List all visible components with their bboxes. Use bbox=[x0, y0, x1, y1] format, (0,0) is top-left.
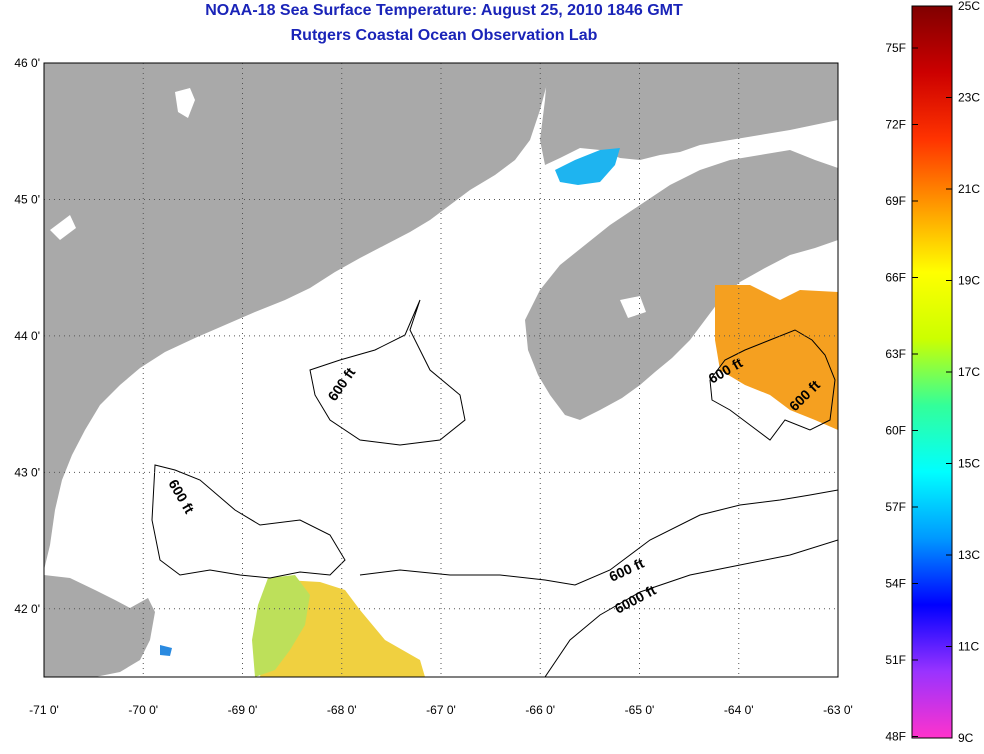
lat-tick-label: 43 0' bbox=[14, 465, 40, 479]
colorbar-c-label: 13C bbox=[958, 548, 980, 562]
contour-600ft-west bbox=[151, 464, 346, 579]
lon-tick-label: -66 0' bbox=[525, 703, 555, 717]
colorbar-c-label: 15C bbox=[958, 457, 980, 471]
map-title: NOAA-18 Sea Surface Temperature: August … bbox=[205, 2, 683, 19]
land-new-england bbox=[44, 63, 548, 570]
contour-600ft-south bbox=[359, 489, 838, 586]
colorbar-f-label: 48F bbox=[885, 730, 906, 744]
lon-tick-label: -71 0' bbox=[29, 703, 59, 717]
sst-patch-georges-bank-green bbox=[252, 575, 310, 677]
lon-tick-label: -65 0' bbox=[625, 703, 655, 717]
colorbar-f-label: 69F bbox=[885, 194, 906, 208]
colorbar-c-label: 17C bbox=[958, 365, 980, 379]
colorbar-ticks: 75F 72F 69F 66F 63F 60F 57F 54F 51F 48F 25C 23C 21C 1… bbox=[885, 0, 980, 745]
sst-patch-nova-scotia-east bbox=[715, 285, 838, 430]
lake bbox=[50, 215, 76, 240]
colorbar-f-label: 63F bbox=[885, 347, 906, 361]
colorbar bbox=[911, 5, 953, 739]
lake bbox=[620, 296, 646, 318]
map-subtitle: Rutgers Coastal Ocean Observation Lab bbox=[290, 27, 598, 44]
colorbar-c-label: 19C bbox=[958, 274, 980, 288]
map-frame bbox=[43, 62, 839, 678]
colorbar-c-label: 23C bbox=[958, 91, 980, 105]
sst-patch-bay-of-fundy bbox=[555, 148, 620, 185]
contour-6000ft bbox=[544, 539, 838, 677]
sst-patch-cape-blue bbox=[160, 645, 172, 656]
land-cape-cod bbox=[44, 575, 155, 677]
colorbar-f-label: 54F bbox=[885, 577, 906, 591]
lon-tick-label: -64 0' bbox=[724, 703, 754, 717]
contour-600ft-center bbox=[309, 299, 466, 446]
colorbar-f-label: 51F bbox=[885, 653, 906, 667]
lat-tick-label: 44 0' bbox=[14, 329, 40, 343]
contour-600ft-east bbox=[709, 329, 836, 441]
lon-tick-label: -63 0' bbox=[823, 703, 853, 717]
colorbar-c-label: 11C bbox=[958, 640, 979, 654]
lon-tick-label: -69 0' bbox=[228, 703, 258, 717]
colorbar-c-label: 21C bbox=[958, 182, 980, 196]
colorbar-f-label: 72F bbox=[885, 118, 906, 132]
colorbar-f-label: 75F bbox=[885, 41, 906, 55]
lat-tick-label: 42 0' bbox=[14, 602, 40, 616]
lat-tick-label: 45 0' bbox=[14, 192, 40, 206]
lon-tick-label: -68 0' bbox=[327, 703, 357, 717]
lat-tick-label: 46 0' bbox=[14, 56, 40, 70]
lon-tick-label: -70 0' bbox=[128, 703, 158, 717]
land-new-brunswick bbox=[540, 63, 838, 165]
axis-ticks: -71 0' -70 0' -69 0' -68 0' -67 0' -66 0' -65 … bbox=[14, 56, 852, 717]
colorbar-f-label: 57F bbox=[885, 500, 906, 514]
colorbar-f-label: 66F bbox=[885, 271, 906, 285]
lon-tick-label: -67 0' bbox=[426, 703, 456, 717]
colorbar-c-label: 9C bbox=[958, 731, 974, 745]
colorbar-c-label: 25C bbox=[958, 0, 980, 13]
colorbar-f-label: 60F bbox=[885, 424, 906, 438]
lake bbox=[175, 88, 195, 118]
land-nova-scotia bbox=[525, 150, 838, 420]
